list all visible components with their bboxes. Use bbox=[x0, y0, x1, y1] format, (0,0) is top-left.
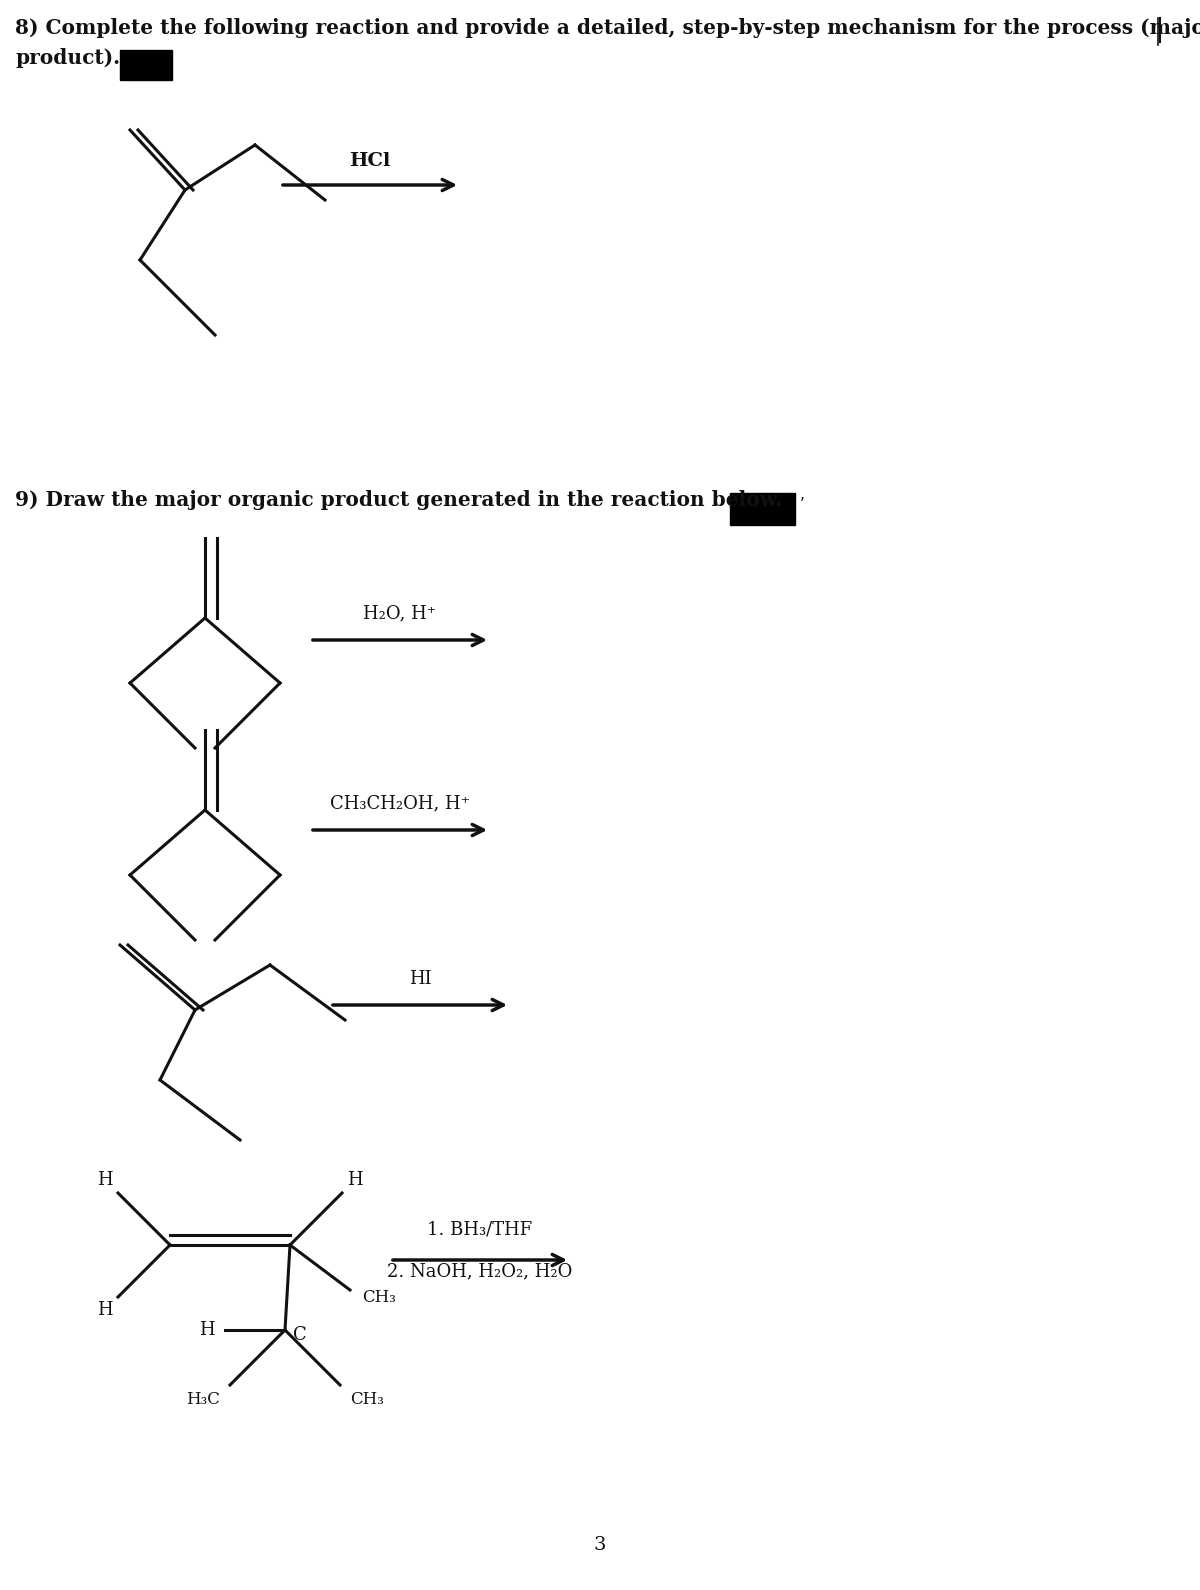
Text: CH₃CH₂OH, H⁺: CH₃CH₂OH, H⁺ bbox=[330, 793, 470, 812]
Text: C: C bbox=[293, 1326, 307, 1344]
Text: ’: ’ bbox=[800, 498, 805, 512]
Text: 9) Draw the major organic product generated in the reaction below.: 9) Draw the major organic product genera… bbox=[14, 490, 782, 510]
Text: H: H bbox=[97, 1170, 113, 1189]
Text: 1. BH₃/THF: 1. BH₃/THF bbox=[427, 1220, 533, 1239]
Text: 3: 3 bbox=[594, 1536, 606, 1553]
Text: HCl: HCl bbox=[349, 153, 391, 170]
Text: CH₃: CH₃ bbox=[362, 1288, 396, 1305]
Text: 8) Complete the following reaction and provide a detailed, step-by-step mechanis: 8) Complete the following reaction and p… bbox=[14, 17, 1200, 38]
Text: H: H bbox=[97, 1301, 113, 1320]
Text: 2. NaOH, H₂O₂, H₂O: 2. NaOH, H₂O₂, H₂O bbox=[388, 1262, 572, 1280]
Text: H: H bbox=[347, 1170, 362, 1189]
Bar bbox=[730, 493, 796, 525]
Text: HI: HI bbox=[409, 970, 431, 987]
Text: H: H bbox=[199, 1321, 215, 1339]
Text: CH₃: CH₃ bbox=[350, 1391, 384, 1409]
Text: H₃C: H₃C bbox=[186, 1391, 220, 1409]
Text: product).: product). bbox=[14, 48, 120, 68]
Bar bbox=[120, 49, 172, 80]
Text: H₂O, H⁺: H₂O, H⁺ bbox=[364, 604, 437, 622]
